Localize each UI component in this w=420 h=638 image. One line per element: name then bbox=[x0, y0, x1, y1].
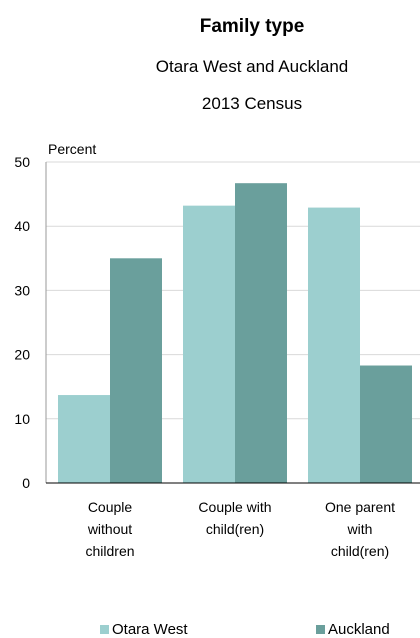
category-label: child(ren) bbox=[331, 543, 389, 559]
category-label: children bbox=[85, 543, 134, 559]
y-tick-label: 50 bbox=[14, 154, 30, 170]
bars bbox=[58, 183, 412, 483]
bar-auckland-0 bbox=[110, 258, 162, 483]
bar-otara-west-0 bbox=[58, 395, 110, 483]
legend-swatch bbox=[100, 625, 109, 634]
bar-auckland-1 bbox=[235, 183, 287, 483]
y-axis-label: Percent bbox=[48, 141, 96, 157]
y-tick-label: 10 bbox=[14, 411, 30, 427]
y-tick-label: 30 bbox=[14, 282, 30, 298]
y-tick-label: 0 bbox=[22, 475, 30, 491]
bar-auckland-2 bbox=[360, 365, 412, 483]
category-label: One parent bbox=[325, 499, 395, 515]
legend-label: Otara West bbox=[112, 621, 188, 638]
legend-swatch bbox=[316, 625, 325, 634]
category-label: with bbox=[347, 521, 373, 537]
y-axis-ticks: 0 10 20 30 40 50 bbox=[14, 154, 30, 491]
category-label: Couple bbox=[88, 499, 133, 515]
legend-label: Auckland bbox=[328, 621, 390, 638]
category-label: without bbox=[87, 521, 132, 537]
chart-subtitle-line-1: Otara West and Auckland bbox=[156, 57, 348, 76]
category-label: Couple with bbox=[198, 499, 271, 515]
y-tick-label: 40 bbox=[14, 218, 30, 234]
legend: Otara West Auckland bbox=[100, 621, 390, 638]
bar-otara-west-2 bbox=[308, 207, 360, 483]
chart-subtitle-line-2: 2013 Census bbox=[202, 94, 302, 113]
bar-otara-west-1 bbox=[183, 205, 235, 483]
category-label: child(ren) bbox=[206, 521, 264, 537]
chart-title: Family type bbox=[200, 16, 305, 37]
x-axis-categories: Couple without children Couple with child(re… bbox=[85, 499, 395, 559]
y-tick-label: 20 bbox=[14, 347, 30, 363]
